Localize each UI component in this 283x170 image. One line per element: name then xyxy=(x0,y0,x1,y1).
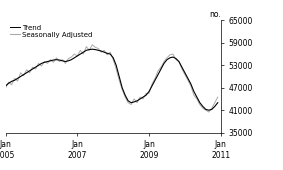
Legend: Trend, Seasonally Adjusted: Trend, Seasonally Adjusted xyxy=(9,24,93,38)
Text: no.: no. xyxy=(209,10,221,19)
